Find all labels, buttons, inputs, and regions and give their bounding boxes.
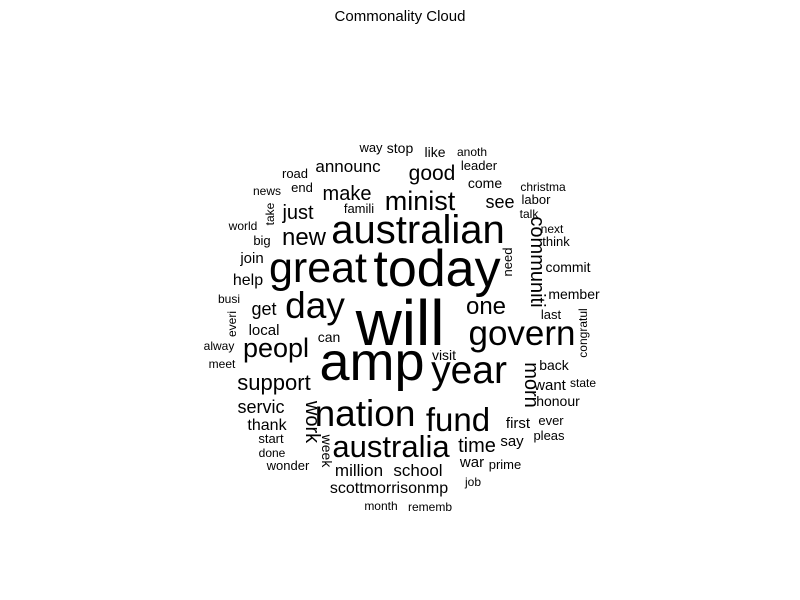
word-first: first	[506, 415, 531, 432]
word-start: start	[258, 431, 284, 446]
word-need: need	[500, 248, 515, 277]
word-just: just	[281, 202, 314, 224]
word-morn: morn	[520, 362, 542, 408]
word-will: will	[355, 287, 445, 359]
word-member: member	[548, 286, 600, 302]
word-week: week	[319, 434, 335, 469]
word-end: end	[291, 180, 313, 195]
word-one: one	[466, 293, 506, 320]
chart-title: Commonality Cloud	[334, 8, 466, 25]
word-meet: meet	[209, 357, 236, 371]
word-day: day	[285, 285, 345, 326]
word-govern: govern	[468, 314, 575, 353]
word-new: new	[282, 224, 327, 251]
word-christma: christma	[520, 180, 566, 194]
word-good: good	[409, 162, 456, 185]
word-back: back	[539, 357, 570, 373]
word-busi: busi	[218, 292, 240, 306]
word-everi: everi	[225, 311, 239, 337]
word-nation: nation	[315, 393, 416, 434]
word-war: war	[459, 454, 484, 471]
word-school: school	[393, 461, 442, 480]
word-time: time	[458, 435, 496, 457]
word-stop: stop	[387, 140, 414, 156]
word-think: think	[542, 234, 570, 249]
word-help: help	[233, 272, 263, 289]
word-great: great	[269, 244, 367, 292]
word-scottmorrisonmp: scottmorrisonmp	[330, 480, 448, 497]
word-month: month	[364, 499, 397, 513]
word-ever: ever	[538, 413, 564, 428]
word-peopl: peopl	[243, 333, 309, 363]
word-million: million	[335, 461, 383, 480]
word-get: get	[251, 299, 276, 319]
word-way: way	[358, 140, 383, 155]
word-want: want	[533, 377, 567, 394]
word-commit: commit	[545, 259, 590, 275]
word-honour: honour	[536, 393, 580, 409]
word-done: done	[259, 446, 286, 460]
word-last: last	[541, 307, 562, 322]
word-take: take	[263, 202, 277, 225]
word-prime: prime	[489, 457, 522, 472]
word-world: world	[228, 219, 258, 233]
word-famili: famili	[344, 201, 374, 216]
word-thank: thank	[247, 417, 287, 434]
word-can: can	[318, 329, 341, 345]
word-local: local	[249, 322, 280, 339]
word-minist: minist	[385, 186, 456, 216]
word-fund: fund	[426, 401, 490, 438]
word-work: work	[301, 400, 323, 444]
word-year: year	[431, 349, 507, 392]
word-communiti: communiti	[526, 216, 548, 307]
word-wonder: wonder	[266, 458, 310, 473]
word-rememb: rememb	[408, 500, 452, 514]
word-australia: australia	[332, 429, 450, 464]
word-see: see	[485, 192, 514, 212]
word-job: job	[464, 475, 481, 489]
word-visit: visit	[432, 347, 456, 363]
word-australian: australian	[331, 208, 504, 252]
word-anoth: anoth	[457, 145, 487, 159]
word-congratul: congratul	[576, 308, 590, 357]
word-labor: labor	[522, 192, 552, 207]
word-like: like	[424, 144, 445, 160]
word-amp: amp	[319, 332, 424, 392]
word-road: road	[282, 166, 308, 181]
word-leader: leader	[461, 158, 498, 173]
word-news: news	[253, 184, 281, 198]
word-join: join	[239, 250, 263, 267]
word-come: come	[468, 175, 502, 191]
word-alway: alway	[204, 339, 235, 353]
word-big: big	[253, 233, 270, 248]
word-announc: announc	[315, 157, 381, 176]
word-say: say	[500, 433, 524, 450]
word-make: make	[323, 183, 372, 205]
word-servic: servic	[237, 397, 284, 417]
word-today: today	[373, 240, 500, 298]
word-pleas: pleas	[533, 428, 565, 443]
word-support: support	[237, 370, 310, 395]
word-talk: talk	[520, 207, 540, 221]
word-state: state	[570, 376, 596, 390]
word-next: next	[541, 222, 564, 236]
